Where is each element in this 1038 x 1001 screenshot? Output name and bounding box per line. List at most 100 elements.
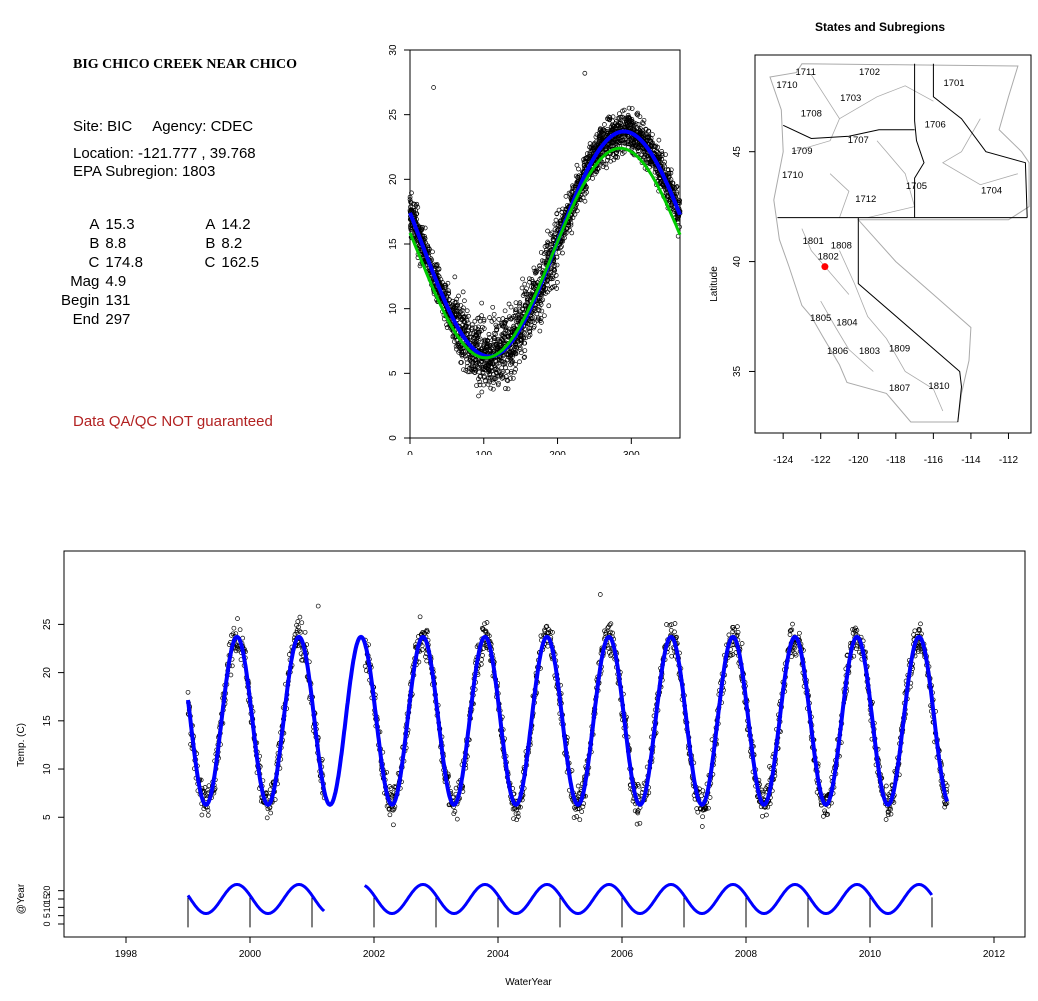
data-point (568, 222, 574, 228)
data-point (767, 801, 773, 807)
x-tick-label: 0 (407, 450, 413, 455)
y2-tick-label: 10 (42, 902, 52, 912)
data-point (407, 197, 413, 202)
subregion-label: 1708 (801, 109, 822, 120)
data-point (487, 315, 492, 320)
data-point (517, 345, 523, 350)
data-point (463, 314, 469, 320)
data-point (510, 375, 516, 381)
data-point (519, 285, 525, 291)
x-axis-label: WaterYear (505, 977, 552, 988)
data-point (545, 278, 550, 283)
data-point (297, 614, 303, 620)
timeseries-chart: 1998 2000 2002 2004 2006 2008 2010 2012WaterYea… (16, 550, 1026, 988)
data-point (554, 280, 560, 285)
data-point (539, 308, 545, 314)
data-point (498, 355, 504, 361)
param-row: End 297 (58, 310, 294, 329)
seasonal-scatter-chart: 0100200300051015202530 (388, 45, 683, 455)
data-point (790, 621, 795, 627)
data-point (391, 806, 397, 812)
data-point (482, 621, 487, 627)
data-point (557, 221, 563, 226)
x-tick-label: 2006 (611, 949, 634, 960)
data-point (599, 132, 604, 137)
data-point (513, 307, 518, 313)
data-point (600, 164, 606, 169)
data-point (469, 327, 474, 332)
x-tick-label: 300 (623, 450, 640, 455)
data-points (407, 70, 683, 399)
param-row: A 15.3 A 14.2 (58, 215, 294, 234)
data-point (640, 120, 645, 125)
region-outline (769, 63, 1030, 423)
data-point (700, 788, 706, 794)
data-point (558, 245, 563, 250)
data-point (493, 366, 499, 372)
data-point (703, 806, 709, 812)
data-point (264, 815, 270, 821)
y-tick-label: 25 (42, 618, 53, 630)
data-point (490, 304, 496, 310)
data-point (409, 190, 414, 196)
data-point (573, 806, 578, 812)
param-k1: C (88, 254, 100, 271)
data-point (407, 194, 413, 200)
y-tick-label: 20 (388, 173, 399, 185)
data-point (609, 140, 615, 146)
data-point (408, 227, 414, 233)
data-point (517, 347, 523, 352)
year-fit-line (186, 883, 933, 915)
y-tick-label: 0 (388, 435, 399, 441)
data-point (518, 804, 523, 810)
data-point (422, 233, 427, 239)
data-point (538, 315, 544, 321)
data-point (460, 316, 465, 322)
subregion-label: 1807 (889, 383, 910, 394)
data-point (631, 140, 636, 145)
data-point (199, 812, 205, 818)
data-point (362, 663, 368, 669)
x-tick-label: -120 (848, 455, 868, 466)
data-point (505, 328, 510, 334)
data-point (205, 812, 211, 818)
data-point (739, 641, 745, 646)
data-point (497, 338, 502, 344)
data-point (502, 308, 508, 314)
data-point (626, 105, 632, 111)
data-point (611, 157, 617, 163)
data-point (918, 621, 923, 627)
data-point (760, 792, 766, 797)
data-point (496, 323, 502, 329)
data-point (502, 359, 508, 365)
param-v1: 297 (105, 311, 131, 328)
data-point (610, 118, 615, 124)
data-point (422, 236, 428, 241)
data-point (912, 628, 918, 634)
data-point (425, 629, 430, 635)
data-point (486, 377, 492, 383)
data-point (523, 303, 528, 309)
data-point (456, 314, 461, 320)
data-point (541, 313, 547, 319)
data-point (487, 335, 492, 340)
data-point (488, 348, 493, 354)
x-tick-label: -112 (999, 455, 1019, 466)
data-point (520, 276, 525, 282)
y-tick-label: 15 (388, 238, 399, 250)
data-point (481, 382, 486, 388)
data-point (732, 626, 737, 632)
data-point (496, 317, 502, 322)
subregion-label: 1709 (791, 146, 812, 157)
data-point (545, 228, 550, 234)
data-point (888, 806, 893, 812)
data-point (603, 630, 609, 635)
data-point (629, 137, 634, 142)
data-point (919, 631, 924, 637)
y2-tick-label: 5 (42, 913, 52, 918)
data-point (675, 216, 680, 222)
data-point (494, 327, 500, 333)
data-point (544, 243, 550, 249)
data-point (505, 352, 511, 358)
data-point (659, 151, 665, 157)
